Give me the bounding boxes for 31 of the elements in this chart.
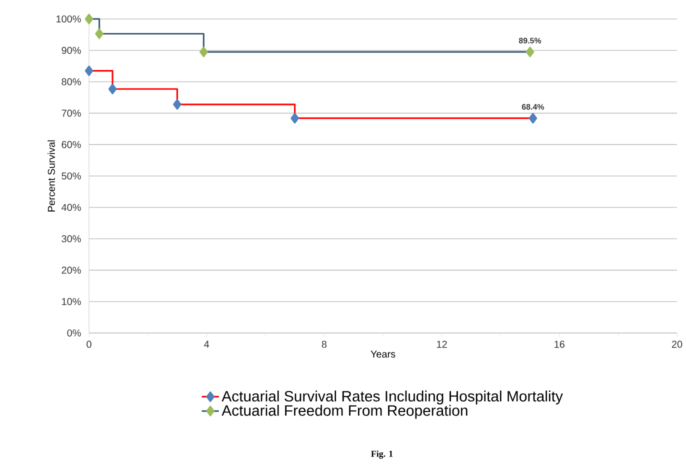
caption: Fig. 1 <box>371 450 393 459</box>
point <box>84 14 94 24</box>
legend-label: Actuarial Survival Rates Including Hospital Mortality <box>222 390 563 404</box>
y-tick-label: 10% <box>62 298 81 306</box>
y-tick-label: 90% <box>62 46 81 54</box>
y-tick-label: 100% <box>56 15 81 23</box>
x-tick-label: 20 <box>672 340 682 348</box>
x-axis-title: Years <box>370 350 396 358</box>
y-tick-label: 40% <box>62 204 81 211</box>
x-tick-label: 12 <box>437 340 447 348</box>
x-tick-label: 8 <box>322 340 327 348</box>
point <box>290 112 299 124</box>
point <box>199 46 208 58</box>
y-tick-label: 50% <box>62 172 81 180</box>
y-tick-label: 60% <box>62 141 81 148</box>
y-tick-label: 80% <box>62 78 81 86</box>
y-tick-label: 20% <box>62 266 81 274</box>
point <box>84 65 94 76</box>
point <box>108 84 117 94</box>
x-tick-label: 4 <box>204 340 210 348</box>
y-tick-label: 70% <box>62 110 81 117</box>
point <box>528 112 538 124</box>
y-tick-label: 0% <box>67 329 81 337</box>
point <box>95 28 104 40</box>
x-tick-label: 0 <box>86 340 92 348</box>
point <box>173 99 182 110</box>
point <box>526 46 534 58</box>
legend-label: Actuarial Freedom From Reoperation <box>222 404 468 419</box>
y-axis-title: Percent Survival <box>48 140 55 212</box>
y-tick-label: 30% <box>62 235 81 242</box>
x-tick-label: 16 <box>554 340 565 348</box>
